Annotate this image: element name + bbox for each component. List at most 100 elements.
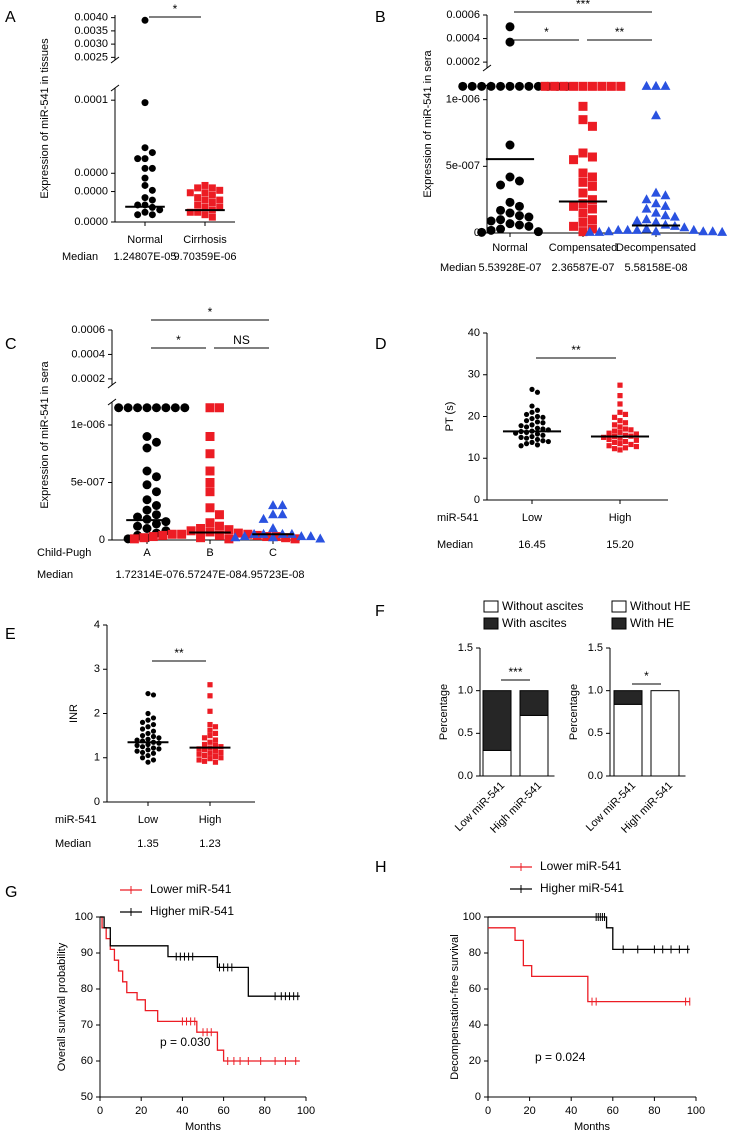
y-tick-label: 1 (94, 752, 100, 764)
data-point (524, 221, 534, 231)
data-point (186, 526, 196, 536)
data-point (205, 466, 215, 476)
data-point (606, 430, 612, 436)
row-label: Median (437, 539, 473, 551)
data-point (271, 532, 281, 542)
y-tick-label: 100 (75, 911, 93, 923)
data-point (207, 756, 213, 762)
data-point (201, 211, 209, 219)
data-point (141, 174, 149, 182)
data-point (167, 529, 177, 539)
data-point (660, 200, 671, 210)
data-point (214, 510, 224, 520)
data-point (142, 524, 152, 533)
row-label: miR-541 (437, 512, 479, 524)
data-point (603, 226, 614, 236)
data-point (141, 194, 149, 202)
data-point (651, 198, 661, 208)
x-tick-label: Low (138, 814, 158, 826)
y-axis-label: Percentage (438, 684, 450, 740)
y-axis-label: Percentage (568, 684, 580, 740)
data-point (129, 534, 139, 544)
data-point (617, 418, 623, 424)
data-point (142, 443, 152, 453)
y-tick-label: 40 (469, 1019, 481, 1031)
data-point (141, 208, 149, 216)
data-point (496, 205, 506, 215)
legend-label: Without HE (630, 599, 691, 613)
data-point (641, 194, 652, 204)
data-point (651, 110, 661, 120)
data-point (523, 424, 530, 430)
y-tick-label: 80 (469, 947, 481, 959)
data-point (207, 727, 213, 733)
data-point (622, 411, 629, 418)
row-label: miR-541 (55, 814, 97, 826)
data-point (148, 211, 156, 219)
data-point (529, 386, 535, 392)
data-point (134, 748, 140, 754)
data-point (214, 403, 224, 413)
data-point (622, 426, 629, 432)
data-point (290, 534, 300, 544)
bar-segment (482, 690, 512, 751)
y-tick-label: 100 (463, 911, 481, 923)
x-tick-label: High (609, 512, 632, 524)
data-point (651, 80, 661, 90)
data-point (617, 424, 623, 430)
row-label: Child-Pugh (37, 547, 91, 559)
data-point (141, 155, 149, 163)
survival-curve (100, 916, 300, 997)
axis-break (107, 381, 117, 389)
x-tick-label: Normal (492, 242, 527, 254)
data-point (523, 418, 530, 424)
data-point (617, 429, 623, 435)
data-point (133, 521, 143, 531)
data-point (587, 152, 597, 162)
data-point (139, 726, 146, 732)
data-point (177, 529, 187, 539)
data-point (207, 733, 213, 739)
y-tick-label: 0.0025 (74, 51, 108, 63)
data-point (514, 81, 524, 91)
data-point (617, 393, 623, 399)
data-point (151, 403, 161, 413)
data-point (524, 212, 534, 222)
data-point (534, 425, 541, 431)
data-point (148, 196, 156, 204)
data-point (534, 419, 541, 425)
data-point (150, 733, 157, 740)
data-point (123, 403, 133, 413)
data-point (611, 446, 618, 452)
data-point (529, 422, 535, 428)
data-point (230, 532, 241, 542)
significance-label: ** (615, 25, 625, 39)
data-point (622, 420, 629, 426)
y-tick-label: 40 (468, 327, 480, 339)
data-point (218, 749, 224, 756)
median-label: 1.23 (199, 838, 220, 850)
data-point (524, 81, 534, 91)
y-tick-label: 60 (81, 1055, 93, 1067)
data-point (707, 226, 718, 236)
data-point (632, 224, 643, 234)
data-point (622, 224, 633, 234)
data-point (141, 16, 149, 24)
y-tick-label: 0 (475, 1091, 481, 1103)
data-point (606, 81, 616, 91)
data-point (518, 434, 524, 440)
y-tick-label: 0 (474, 494, 480, 506)
median-label: 9.70359E-06 (174, 251, 237, 263)
data-point (622, 432, 629, 438)
y-tick-label: 0.0006 (71, 324, 105, 336)
axis-break (110, 84, 120, 92)
significance-label: * (173, 2, 178, 16)
data-point (201, 752, 208, 759)
data-point (534, 431, 541, 437)
x-tick-label: 40 (176, 1105, 188, 1117)
data-point (150, 750, 157, 756)
data-point (529, 433, 535, 440)
data-point (218, 755, 224, 761)
y-tick-label: 30 (468, 369, 480, 381)
data-point (239, 531, 250, 541)
